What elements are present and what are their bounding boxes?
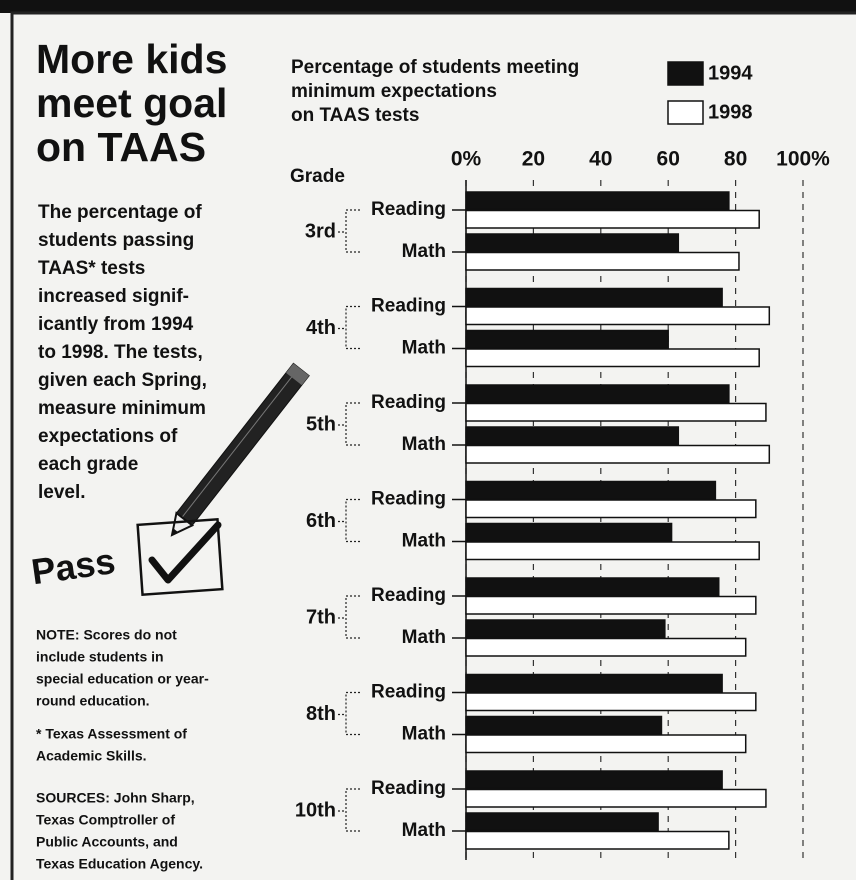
bar (466, 482, 715, 500)
legend-swatch (668, 62, 703, 85)
description: measure minimum (38, 398, 206, 419)
category-label: Math (402, 627, 446, 648)
x-tick-label: 0% (451, 148, 482, 171)
legend-label: 1998 (708, 101, 753, 123)
x-tick-label: 20 (522, 148, 545, 171)
page: Pass More kidsmeet goalon TAASThe percen… (0, 0, 856, 880)
bar (466, 446, 769, 464)
description: TAAS* tests (38, 258, 145, 279)
bar (466, 597, 756, 615)
bar (466, 675, 722, 693)
bar (466, 385, 729, 403)
group-label: 4th (306, 317, 336, 339)
bar (466, 693, 756, 711)
category-label: Math (402, 531, 446, 552)
category-label: Reading (371, 296, 446, 317)
category-label: Math (402, 338, 446, 359)
category-label: Reading (371, 199, 446, 220)
note: NOTE: Scores do not (36, 627, 177, 643)
title: on TAAS (36, 124, 206, 170)
subtitle: Percentage of students meeting (291, 57, 579, 78)
bar (466, 790, 766, 808)
bar (466, 234, 678, 252)
x-tick-label: 80 (724, 148, 747, 171)
bar (466, 578, 719, 596)
bar (466, 813, 658, 831)
description: students passing (38, 230, 194, 251)
description: level. (38, 482, 86, 503)
category-label: Reading (371, 392, 446, 413)
subtitle: minimum expectations (291, 81, 497, 102)
bar (466, 427, 678, 445)
y-axis-label: Grade (290, 166, 345, 187)
bar (466, 542, 759, 560)
bar (466, 832, 729, 850)
sources: Texas Comptroller of (36, 812, 175, 828)
note: special education or year- (36, 671, 209, 687)
note: include students in (36, 649, 164, 665)
category-label: Reading (371, 489, 446, 510)
description: each grade (38, 454, 138, 475)
bar (466, 211, 759, 229)
group-label: 3rd (305, 220, 336, 242)
bar (466, 717, 661, 735)
legend-label: 1994 (708, 62, 753, 84)
category-label: Math (402, 820, 446, 841)
description: icantly from 1994 (38, 314, 194, 335)
sources: SOURCES: John Sharp, (36, 790, 195, 806)
group-label: 5th (306, 413, 336, 435)
category-label: Math (402, 434, 446, 455)
bar (466, 404, 766, 422)
bar (466, 307, 769, 325)
category-label: Reading (371, 778, 446, 799)
description: given each Spring, (38, 370, 207, 391)
x-tick-label: 40 (589, 148, 612, 171)
bar (466, 331, 668, 349)
bar (466, 253, 739, 271)
description: to 1998. The tests, (38, 342, 203, 363)
chart: Pass More kidsmeet goalon TAASThe percen… (0, 0, 856, 880)
group-label: 8th (306, 703, 336, 725)
category-label: Math (402, 241, 446, 262)
bar (466, 192, 729, 210)
bar (466, 500, 756, 518)
group-label: 7th (306, 606, 336, 628)
group-label: 10th (295, 799, 336, 821)
sources: Public Accounts, and (36, 834, 178, 850)
title: meet goal (36, 80, 227, 126)
bar (466, 524, 672, 542)
sources: Texas Education Agency. (36, 856, 203, 872)
title: More kids (36, 36, 227, 82)
note: round education. (36, 693, 150, 709)
description: increased signif- (38, 286, 189, 307)
bar (466, 349, 759, 367)
legend-swatch (668, 101, 703, 124)
x-tick-label: 100% (776, 148, 830, 171)
category-label: Reading (371, 682, 446, 703)
bar (466, 735, 746, 753)
group-label: 6th (306, 510, 336, 532)
category-label: Reading (371, 585, 446, 606)
bar (466, 771, 722, 789)
footnote: Academic Skills. (36, 748, 147, 764)
description: The percentage of (38, 202, 202, 223)
x-tick-label: 60 (657, 148, 680, 171)
bar (466, 620, 665, 638)
bar (466, 639, 746, 657)
bar (466, 289, 722, 307)
header-bar (0, 0, 856, 13)
description: expectations of (38, 426, 178, 447)
subtitle: on TAAS tests (291, 105, 419, 126)
footnote: * Texas Assessment of (36, 726, 187, 742)
category-label: Math (402, 724, 446, 745)
